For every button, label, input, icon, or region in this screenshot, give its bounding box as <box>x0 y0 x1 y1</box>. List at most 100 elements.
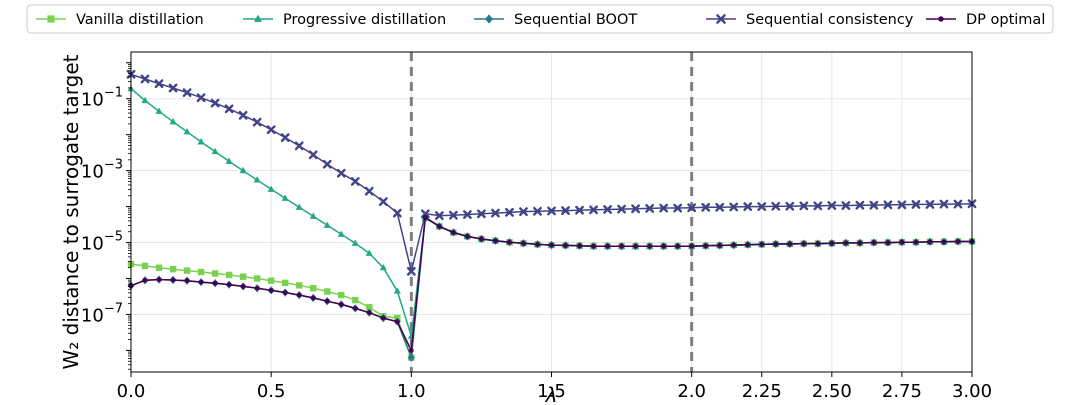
data-point <box>507 239 512 245</box>
data-point <box>485 14 493 24</box>
x-tick-label: 2.50 <box>812 381 852 402</box>
x-tick-label: 1.5 <box>537 381 566 402</box>
legend-entry: Progressive distillation <box>243 12 446 28</box>
data-point <box>899 239 905 245</box>
data-point <box>420 209 430 219</box>
x-tick-label: 1.0 <box>397 381 426 402</box>
data-point <box>477 209 486 219</box>
data-point <box>661 243 667 249</box>
x-tick-label: 2.25 <box>742 381 782 402</box>
data-point <box>211 147 219 155</box>
data-point <box>225 157 233 164</box>
data-point <box>829 240 835 246</box>
data-point <box>717 243 723 248</box>
data-point <box>183 127 191 135</box>
data-point <box>324 288 331 295</box>
data-point <box>239 273 247 280</box>
data-point <box>773 241 779 247</box>
data-point <box>197 138 205 145</box>
legend-entry: Sequential consistency <box>706 12 914 28</box>
x-tick-label: 3.00 <box>952 381 992 402</box>
data-point <box>324 298 330 304</box>
data-point <box>841 201 851 210</box>
data-point <box>254 285 260 291</box>
data-point <box>785 201 795 211</box>
data-point <box>295 203 303 210</box>
legend-entry: Sequential BOOT <box>474 12 637 28</box>
data-point <box>605 243 610 249</box>
data-point <box>745 242 751 248</box>
data-point <box>253 275 261 282</box>
data-point <box>296 282 303 289</box>
data-point <box>365 249 373 256</box>
data-point <box>281 194 289 201</box>
data-point <box>787 241 793 247</box>
data-point <box>310 295 316 301</box>
data-point <box>911 200 921 209</box>
data-point <box>337 230 345 237</box>
data-point <box>687 203 697 213</box>
data-point <box>238 110 248 120</box>
data-point <box>210 98 220 108</box>
x-tick-label: 2.0 <box>677 381 706 402</box>
series-group <box>126 69 977 362</box>
data-point <box>575 205 584 215</box>
data-point <box>267 185 275 192</box>
data-point <box>659 203 669 213</box>
data-point <box>675 243 681 249</box>
data-point <box>436 223 442 229</box>
data-point <box>310 285 317 292</box>
data-point <box>715 202 725 212</box>
x-axis-ticks: 0.0 0.5 1.0 1.5 2.0 2.25 2.50 2.75 3.00 <box>117 372 992 402</box>
data-point <box>212 280 218 286</box>
data-point <box>871 240 877 245</box>
data-point <box>322 159 332 169</box>
data-point <box>142 277 148 283</box>
data-point <box>925 200 935 209</box>
data-point <box>378 197 388 206</box>
data-point <box>827 201 837 210</box>
legend-label: Vanilla distillation <box>76 12 204 28</box>
data-point <box>743 202 753 212</box>
data-point <box>282 290 288 295</box>
data-point <box>196 93 206 103</box>
data-point <box>939 199 949 209</box>
data-point <box>170 277 176 283</box>
data-point <box>280 133 290 142</box>
data-point <box>759 241 765 247</box>
data-point <box>450 230 456 235</box>
data-point <box>799 201 809 211</box>
series-sequential-consistency <box>126 69 977 276</box>
data-point <box>393 287 401 294</box>
data-point <box>169 265 177 273</box>
data-point <box>855 200 865 210</box>
legend: Vanilla distillation Progressive distilla… <box>26 4 1054 34</box>
data-point <box>406 266 416 276</box>
data-point <box>465 234 470 239</box>
data-point <box>379 263 387 271</box>
data-point <box>955 239 961 244</box>
data-point <box>885 240 891 245</box>
data-point <box>463 210 472 219</box>
data-point <box>519 207 528 217</box>
data-point <box>394 319 400 325</box>
data-point <box>521 240 526 246</box>
data-point <box>505 207 514 217</box>
data-point <box>252 117 262 127</box>
data-point <box>689 243 695 249</box>
data-point <box>619 243 624 249</box>
data-point <box>493 238 498 244</box>
data-point <box>184 278 190 284</box>
data-point <box>211 270 219 277</box>
y-axis-ticks: 10−1 10−3 10−5 10−7 <box>81 62 131 370</box>
data-point <box>577 243 582 249</box>
legend-entry: DP optimal <box>926 12 1045 28</box>
data-point <box>308 150 318 160</box>
legend-label: Sequential consistency <box>746 12 914 28</box>
series-dp-optimal <box>128 214 975 354</box>
data-point <box>140 74 150 84</box>
x-tick-label: 0.5 <box>257 381 286 402</box>
data-point <box>913 239 919 245</box>
data-point <box>647 243 653 249</box>
